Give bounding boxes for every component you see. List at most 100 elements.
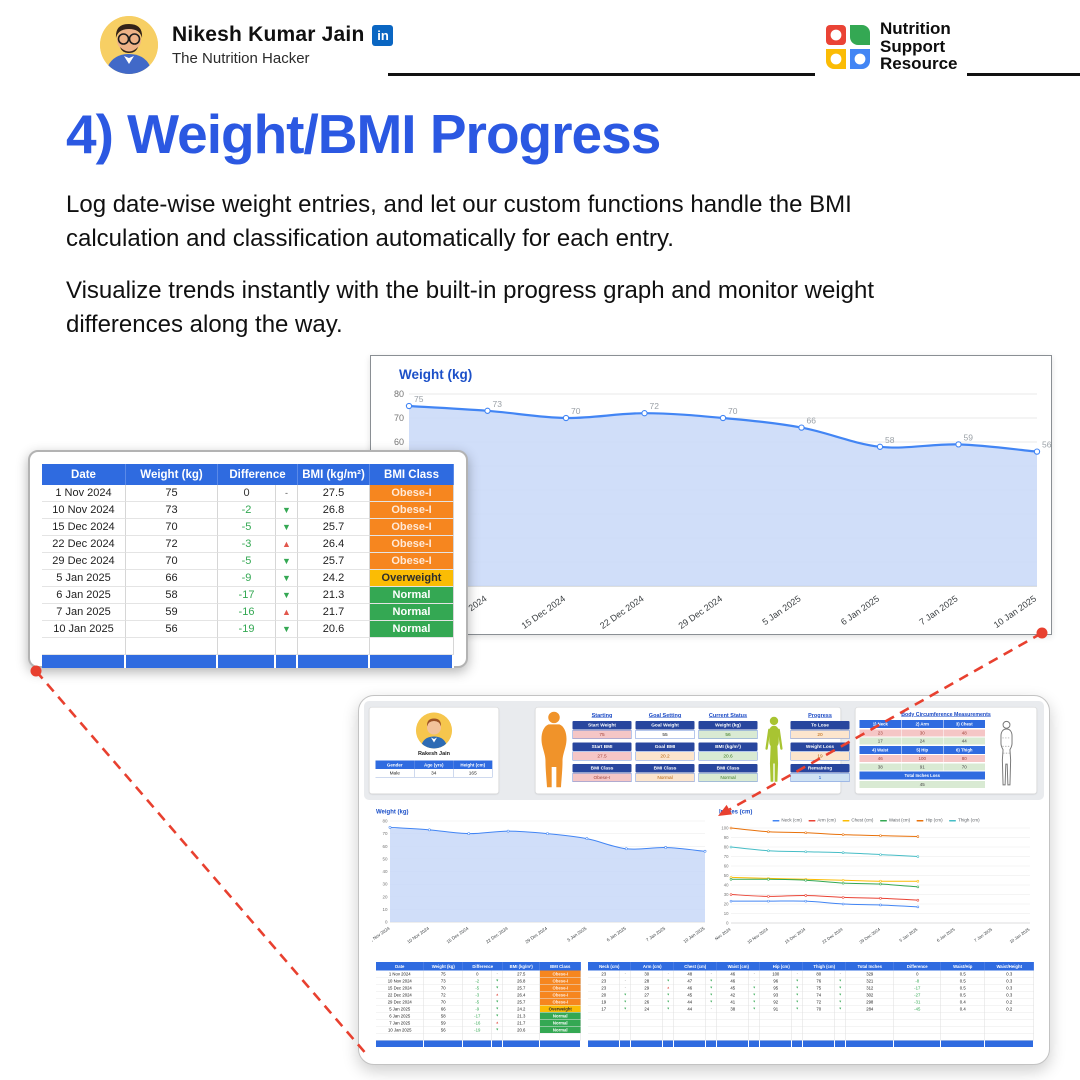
trend-arrow-icon: ▼ [749, 1005, 760, 1013]
measure-cell: 44 [674, 1005, 706, 1013]
stat-column: Current Status Weight (kg) 56 BMI (kg/m²) 20… [698, 712, 758, 790]
table-row [588, 1012, 1035, 1020]
trend-arrow-icon: ▼ [706, 977, 717, 985]
body-silhouette-start-icon [541, 711, 567, 788]
bmi-cell: 25.7 [503, 984, 540, 992]
footer-cell [835, 1040, 846, 1047]
bmi-class-badge: Obese-I [540, 991, 581, 999]
stat-label: Goal Weight [635, 721, 695, 730]
trend-arrow-icon: ▼ [706, 998, 717, 1006]
brand-logo-icon [826, 24, 870, 69]
svg-text:1 Nov 2024: 1 Nov 2024 [372, 925, 391, 943]
table-row: 5 Jan 2025 66 -9 ▼ 24.2 Overweight [376, 1005, 581, 1013]
waist-height-cell: 0.3 [985, 970, 1034, 978]
footer-cell [846, 1040, 894, 1047]
svg-text:10 Jan 2025: 10 Jan 2025 [682, 925, 706, 944]
table-row: 1 Nov 2024 75 0-27.5 Obese-I [376, 970, 581, 978]
empty-cell [894, 1026, 941, 1034]
column-header: Difference [218, 464, 298, 485]
body-outline-icon [1000, 720, 1013, 786]
column-header: Age (yrs) [414, 760, 454, 769]
svg-text:73: 73 [493, 399, 503, 409]
bmi-class-badge: Obese-I [370, 485, 454, 502]
svg-text:0: 0 [726, 921, 729, 926]
date-cell: 29 Dec 2024 [42, 553, 126, 570]
empty-cell [276, 638, 298, 655]
bmi-cell: 27.5 [503, 970, 540, 978]
measure-header: 2) Arm [901, 720, 944, 729]
date-cell: 7 Jan 2025 [376, 1019, 424, 1027]
waist-height-cell: 0.3 [985, 977, 1034, 985]
table-row: 29 Dec 2024 70 -5 ▼ 25.7 Obese-I [376, 998, 581, 1006]
legend-label: Waist (cm) [888, 817, 911, 823]
waist-hip-cell: 0.5 [941, 991, 985, 999]
total-inches-cell: 302 [846, 991, 894, 999]
stat-label: Start Weight [572, 721, 632, 730]
waist-height-cell: 0.2 [985, 1005, 1034, 1013]
svg-text:10 Nov 2024: 10 Nov 2024 [746, 926, 769, 944]
trend-arrow-icon: ▼ [276, 519, 298, 536]
chart-title: Weight (kg) [399, 367, 473, 382]
trend-arrow-icon: ▲ [276, 604, 298, 621]
bmi-cell: 21.3 [298, 587, 370, 604]
table-row [42, 638, 454, 655]
bmi-cell: 20.6 [503, 1026, 540, 1034]
svg-text:20: 20 [724, 902, 729, 907]
bmi-cell: 21.3 [503, 1012, 540, 1020]
empty-cell [631, 1033, 663, 1041]
svg-text:22 Dec 2024: 22 Dec 2024 [821, 926, 844, 944]
table-row: 1 Nov 2024 75 0-27.5 Obese-I [42, 485, 454, 502]
date-cell: 22 Dec 2024 [376, 991, 424, 999]
measure-start-value: 30 [901, 729, 944, 737]
table-row: Date Weight (kg) Difference BMI (kg/m²) BMI … [42, 464, 454, 485]
footer-cell [760, 1040, 792, 1047]
svg-text:72: 72 [650, 401, 660, 411]
bmi-cell: 25.7 [298, 553, 370, 570]
date-cell: 7 Jan 2025 [42, 604, 126, 621]
waist-hip-cell: 0.5 [941, 984, 985, 992]
table-row: 19 ▼ 26 ▼ 44 ▼ 41 ▼ 92 ▼ 72 ▼ 298 -31 0.4 0.2 [588, 998, 1035, 1006]
svg-text:0: 0 [385, 920, 388, 925]
svg-text:1 Nov 2024: 1 Nov 2024 [715, 926, 732, 943]
difference-cell: 0 [218, 485, 276, 502]
linkedin-icon[interactable]: in [372, 24, 394, 46]
footer-cell [588, 1040, 620, 1047]
weight-cell: 58 [424, 1012, 463, 1020]
trend-arrow-icon: - [492, 970, 503, 978]
empty-cell [463, 1033, 492, 1041]
svg-text:58: 58 [885, 435, 895, 445]
footer-cell [749, 1040, 760, 1047]
svg-text:15 Dec 2024: 15 Dec 2024 [784, 926, 807, 944]
brand-logo: Nutrition Support Resource [815, 16, 968, 78]
empty-cell [663, 1026, 674, 1034]
measure-cell: 96 [760, 977, 792, 985]
stat-label: Weight (kg) [698, 721, 758, 730]
empty-cell [126, 638, 218, 655]
weight-cell: 72 [126, 536, 218, 553]
connector-line [35, 670, 369, 1057]
date-cell: 5 Jan 2025 [42, 570, 126, 587]
svg-text:60: 60 [724, 864, 729, 869]
author-name: Nikesh Kumar Jain [172, 23, 365, 46]
trend-arrow-icon: ▼ [749, 984, 760, 992]
brand-line: Support [880, 36, 946, 56]
empty-cell [985, 1033, 1034, 1041]
table-row: 10 Nov 2024 73 -2 ▼ 26.8 Obese-I [376, 977, 581, 985]
empty-cell [663, 1033, 674, 1041]
trend-arrow-icon: ▼ [276, 502, 298, 519]
bmi-cell: 26.8 [503, 977, 540, 985]
empty-cell [706, 1012, 717, 1020]
footer-cell [126, 655, 218, 668]
measure-cell: 38 [717, 1005, 749, 1013]
legend-swatch [808, 820, 816, 822]
column-header: Waist/Hip [941, 962, 985, 971]
empty-cell [894, 1033, 941, 1041]
stat-columns: Starting Start Weight 75 Start BMI 27.5 BMI C… [572, 712, 758, 790]
stat-value: 56 [698, 730, 758, 739]
measure-start-value: 46 [859, 755, 902, 763]
svg-text:60: 60 [382, 844, 388, 849]
stat-value: 75 [572, 730, 632, 739]
waist-hip-cell: 0.5 [941, 977, 985, 985]
